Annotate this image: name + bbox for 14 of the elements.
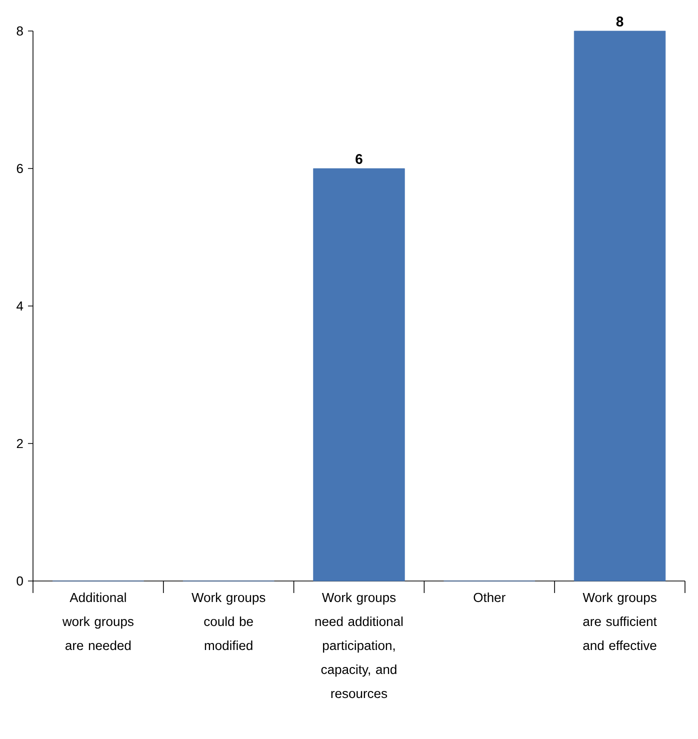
bar xyxy=(313,168,405,582)
bar xyxy=(574,30,666,582)
y-tick-label: 8 xyxy=(16,26,23,36)
data-label: 6 xyxy=(356,154,362,164)
x-tick-label: Work groups could be modified xyxy=(192,592,266,650)
y-tick-label: 0 xyxy=(16,576,23,586)
x-tick-label: Other xyxy=(474,592,506,602)
x-tick-label: Additional work groups are needed xyxy=(62,592,134,650)
x-tick-label: Work groups are sufficient and effective xyxy=(582,592,657,650)
x-tick-label: Work groups need additional participation, capacity, and resources xyxy=(315,592,403,698)
y-tick-label: 2 xyxy=(16,438,23,448)
y-tick-label: 6 xyxy=(16,164,23,174)
data-label: 8 xyxy=(616,16,624,26)
y-tick-label: 4 xyxy=(16,302,24,310)
